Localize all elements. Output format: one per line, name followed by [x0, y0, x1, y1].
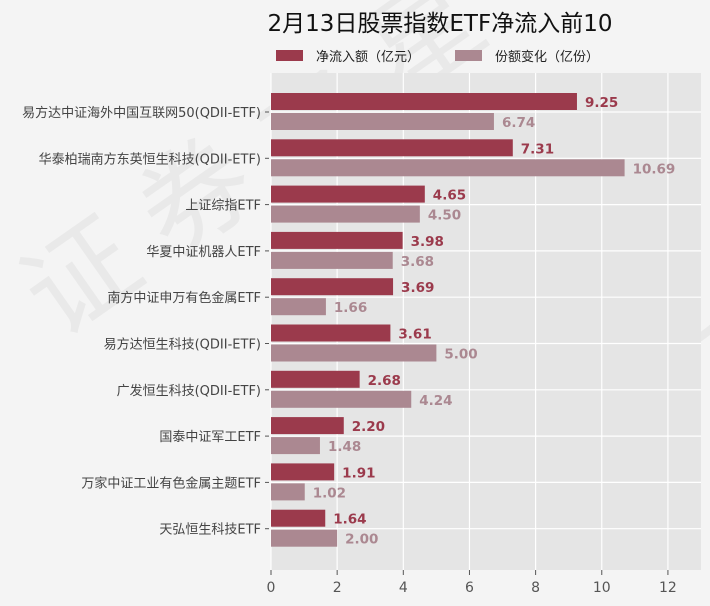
- data-label-net-inflow: 4.65: [433, 188, 466, 204]
- category-label: 万家中证工业有色金属主题ETF: [81, 475, 261, 491]
- bar-share-change: [271, 298, 326, 316]
- bar-share-change: [271, 483, 305, 501]
- category-label: 天弘恒生科技ETF: [159, 523, 261, 538]
- data-label-share-change: 6.74: [502, 115, 535, 131]
- data-label-net-inflow: 1.91: [342, 465, 375, 481]
- data-label-net-inflow: 2.20: [352, 419, 385, 435]
- x-tick-label: 6: [465, 580, 474, 596]
- y-axis: 易方达中证海外中国互联网50(QDII-ETF) 华泰柏瑞南方东英恒生科技(QDI…: [22, 105, 269, 538]
- x-tick-label: 2: [333, 580, 342, 596]
- data-label-share-change: 5.00: [444, 347, 477, 363]
- data-label-share-change: 4.24: [419, 393, 452, 409]
- legend-swatch: [276, 50, 303, 61]
- bar-share-change: [271, 251, 393, 269]
- category-label: 易方达恒生科技(QDII-ETF): [104, 337, 261, 353]
- category-label: 广发恒生科技(QDII-ETF): [117, 383, 261, 399]
- bar-net-inflow: [271, 185, 425, 203]
- bar-share-change: [271, 390, 412, 408]
- bar-net-inflow: [271, 370, 360, 388]
- data-label-net-inflow: 3.69: [401, 280, 434, 296]
- category-label: 国泰中证军工ETF: [159, 430, 261, 445]
- data-label-net-inflow: 2.68: [368, 373, 401, 389]
- bar-share-change: [271, 344, 437, 362]
- category-label: 华泰柏瑞南方东英恒生科技(QDII-ETF): [39, 151, 261, 167]
- data-label-net-inflow: 3.61: [398, 327, 431, 343]
- chart-title: 2月13日股票指数ETF净流入前10: [268, 11, 613, 37]
- data-label-net-inflow: 9.25: [585, 95, 618, 111]
- legend: 净流入额（亿元） 份额变化（亿份）: [276, 49, 599, 65]
- data-label-share-change: 1.02: [313, 485, 346, 501]
- category-label: 南方中证申万有色金属ETF: [107, 290, 261, 306]
- legend-swatch: [455, 50, 482, 61]
- data-label-share-change: 4.50: [428, 208, 461, 224]
- data-label-share-change: 10.69: [633, 161, 676, 177]
- bar-share-change: [271, 113, 494, 130]
- bar-net-inflow: [271, 417, 344, 435]
- bar-net-inflow: [271, 231, 403, 249]
- legend-label: 净流入额（亿元）: [316, 50, 420, 65]
- x-tick-label: 12: [659, 580, 677, 596]
- x-tick-label: 10: [593, 580, 611, 596]
- bar-share-change: [271, 437, 320, 455]
- bar-share-change: [271, 159, 625, 177]
- bar-net-inflow: [271, 509, 326, 527]
- x-axis: 0 2 4 6 8 10 12: [267, 570, 677, 596]
- bar-net-inflow: [271, 93, 577, 110]
- bar-share-change: [271, 529, 338, 547]
- bar-net-inflow: [271, 278, 394, 296]
- data-label-share-change: 1.48: [328, 439, 361, 455]
- category-label: 华夏中证机器人ETF: [146, 245, 261, 260]
- x-tick-label: 8: [531, 580, 540, 596]
- data-label-net-inflow: 3.98: [411, 234, 444, 250]
- legend-label: 份额变化（亿份）: [495, 49, 599, 65]
- data-label-share-change: 2.00: [345, 532, 378, 548]
- x-tick-label: 4: [399, 580, 408, 596]
- bar-share-change: [271, 205, 420, 223]
- bars: 9.25 6.74 7.31 10.69 4.65 4.50 3.98 3.68 3.69 1.6…: [271, 93, 675, 548]
- data-label-net-inflow: 1.64: [333, 512, 366, 528]
- bar-net-inflow: [271, 324, 391, 342]
- bar-net-inflow: [271, 463, 335, 481]
- x-tick-label: 0: [267, 580, 276, 596]
- data-label-share-change: 1.66: [334, 300, 367, 316]
- bar-net-inflow: [271, 139, 513, 157]
- category-label: 易方达中证海外中国互联网50(QDII-ETF): [22, 105, 261, 121]
- category-label: 上证综指ETF: [185, 199, 261, 214]
- data-label-share-change: 3.68: [401, 254, 434, 270]
- data-label-net-inflow: 7.31: [521, 141, 554, 157]
